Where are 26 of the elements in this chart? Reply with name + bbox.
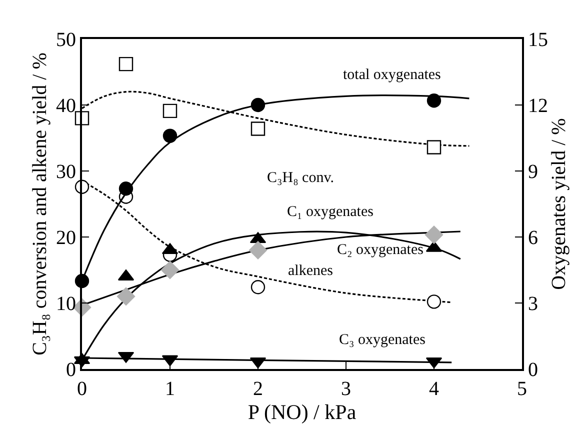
y2-tick-label: 0 [528,359,538,381]
y-tick-label: 30 [56,161,76,183]
series-label: C₃ oxygenates [339,332,426,348]
y-axis-title: C₃H₈ conversion and alkene yield / % [29,52,51,356]
y2-axis-title: Oxygenates yield / % [548,118,570,290]
y2-tick-label: 9 [528,161,538,183]
y-tick-label: 20 [56,227,76,249]
x-tick-label: 4 [429,378,439,400]
x-tick-label: 5 [517,378,527,400]
x-tick-label: 3 [341,378,351,400]
y2-tick-label: 15 [528,29,548,51]
y2-tick-label: 12 [528,95,548,117]
series-label: C₁ oxygenates [287,204,374,220]
y-tick-label: 40 [56,95,76,117]
y2-tick-label: 6 [528,227,538,249]
y-tick-label: 50 [56,29,76,51]
x-axis-title: P (NO) / kPa [248,400,357,424]
x-tick-label: 1 [165,378,175,400]
text: C₃H₈ conv. [267,170,334,186]
x-tick-label: 2 [253,378,263,400]
series-label: total oxygenates [343,67,442,83]
series-label: C₂ oxygenates [337,242,424,258]
y-tick-label: 10 [56,293,76,315]
y2-tick-label: 3 [528,293,538,315]
y-tick-label: 0 [66,359,76,381]
series-label: alkenes [288,263,334,279]
